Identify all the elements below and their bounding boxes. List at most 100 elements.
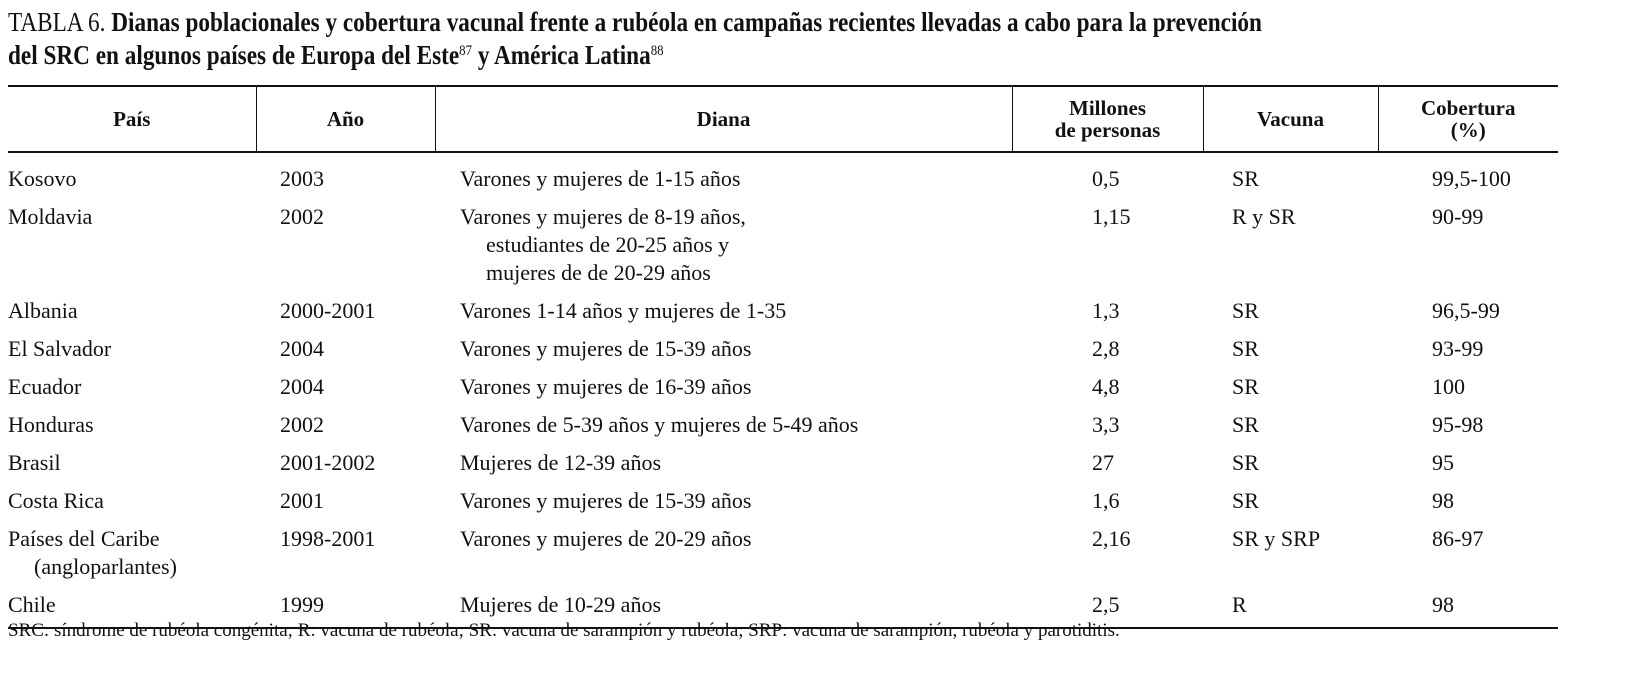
cell-millones: 2,5 [1092,592,1120,617]
cell-diana-line: Varones 1-14 años y mujeres de 1-35 [460,298,787,323]
cell-pais-line: Brasil [8,450,61,475]
cell-pais: Moldavia [8,193,256,287]
cell-pais: Costa Rica [8,477,256,515]
cell-pais-line: Países del Caribe [8,526,160,551]
cell-diana: Varones de 5-39 años y mujeres de 5-49 a… [435,401,1012,439]
cell-pais: Honduras [8,401,256,439]
cell-diana-line: Varones de 5-39 años y mujeres de 5-49 a… [460,412,859,437]
cell-pais: El Salvador [8,325,256,363]
cell-pais-line: Moldavia [8,204,93,229]
cell-pais: Kosovo [8,152,256,193]
cell-vacuna: SR [1232,488,1259,513]
cell-ano: 2001-2002 [280,450,376,475]
cell-vacuna: SR [1232,450,1259,475]
table-row: Honduras 2002 Varones de 5-39 años y mujer… [8,401,1558,439]
table-row: Moldavia 2002 Varones y mujeres de 8-19 añ… [8,193,1558,287]
cell-cobertura: 100 [1432,374,1465,399]
cell-vacuna: R [1232,592,1247,617]
cell-diana: Mujeres de 12-39 años [435,439,1012,477]
table-label: TABLA 6. [8,7,106,37]
cell-millones: 1,15 [1092,204,1131,229]
cell-cobertura: 90-99 [1432,204,1484,229]
header-cobertura: Cobertura (%) [1377,86,1558,152]
cell-vacuna: SR [1232,166,1259,191]
header-diana: Diana [434,86,1012,152]
cell-pais-line: Honduras [8,412,94,437]
cell-ano: 2003 [280,166,324,191]
cell-cobertura: 95-98 [1432,412,1484,437]
footnote: SRC: síndrome de rubéola congénita; R: v… [8,620,1120,641]
cell-millones: 2,8 [1092,336,1120,361]
cell-ano: 2001 [280,488,324,513]
cell-vacuna: SR [1232,374,1259,399]
cell-diana-line: Varones y mujeres de 1-15 años [460,166,741,191]
header-cobertura-line1: Cobertura [1421,96,1516,120]
cell-pais: Ecuador [8,363,256,401]
cell-millones: 2,16 [1092,526,1131,551]
cell-millones: 1,6 [1092,488,1120,513]
cell-diana: Varones y mujeres de 16-39 años [435,363,1012,401]
cell-diana-line: Varones y mujeres de 15-39 años [460,336,752,361]
cell-vacuna: SR y SRP [1232,526,1321,551]
cell-vacuna: R y SR [1232,204,1296,229]
cell-ano: 2002 [280,204,324,229]
data-table: País Año Diana Millones de personas Vacun… [8,85,1558,629]
cell-diana-line: Varones y mujeres de 8-19 años, [460,204,746,229]
cell-diana: Varones y mujeres de 15-39 años [435,477,1012,515]
table-row: Ecuador 2004 Varones y mujeres de 16-39 añ… [8,363,1558,401]
cell-millones: 0,5 [1092,166,1120,191]
cell-vacuna: SR [1232,412,1259,437]
title-text-line2b: y América Latina [472,40,651,70]
cell-millones: 1,3 [1092,298,1120,323]
header-cobertura-line2: (%) [1450,118,1486,142]
cell-ano: 2000-2001 [280,298,376,323]
cell-pais-line: Chile [8,592,56,617]
cell-vacuna: SR [1232,298,1259,323]
cell-diana-line: estudiantes de 20-25 años y [486,232,730,257]
cell-cobertura: 98 [1432,592,1454,617]
cell-diana-line: Mujeres de 10-29 años [460,592,662,617]
cell-ano: 2004 [280,336,324,361]
cell-millones: 27 [1092,450,1114,475]
cell-diana: Varones y mujeres de 1-15 años [435,152,1012,193]
cell-diana: Mujeres de 10-29 años [435,581,1012,628]
cell-cobertura: 95 [1432,450,1454,475]
header-vacuna: Vacuna [1202,86,1378,152]
cell-cobertura: 99,5-100 [1432,166,1511,191]
cell-cobertura: 96,5-99 [1432,298,1500,323]
cell-diana-line: Mujeres de 12-39 años [460,450,662,475]
reference-87: 87 [459,43,473,59]
cell-millones: 3,3 [1092,412,1120,437]
cell-pais-line: (angloparlantes) [34,554,177,579]
cell-pais: Chile [8,581,256,628]
header-millones: Millones de personas [1011,86,1203,152]
table-row: Chile 1999 Mujeres de 10-29 años 2,5 R 98 [8,581,1558,628]
table-row: Albania 2000-2001 Varones 1-14 años y muje… [8,287,1558,325]
cell-diana-line: Varones y mujeres de 20-29 años [460,526,752,551]
cell-diana-line: mujeres de de 20-29 años [486,260,711,285]
cell-pais-line: Costa Rica [8,488,104,513]
cell-diana: Varones y mujeres de 20-29 años [435,515,1012,581]
cell-pais: Albania [8,287,256,325]
cell-vacuna: SR [1232,336,1259,361]
reference-88: 88 [650,43,664,59]
cell-pais-line: Ecuador [8,374,82,399]
cell-pais-line: Albania [8,298,78,323]
cell-diana: Varones y mujeres de 15-39 años [435,325,1012,363]
cell-cobertura: 93-99 [1432,336,1484,361]
cell-pais: Países del Caribe (angloparlantes) [8,515,256,581]
cell-cobertura: 86-97 [1432,526,1484,551]
header-millones-line1: Millones [1069,96,1146,120]
cell-ano: 2004 [280,374,324,399]
cell-diana: Varones 1-14 años y mujeres de 1-35 [435,287,1012,325]
cell-ano: 1999 [280,592,324,617]
title-text-line2a: del SRC en algunos países de Europa del … [8,40,460,70]
header-millones-line2: de personas [1054,118,1161,142]
cell-millones: 4,8 [1092,374,1120,399]
table-row: Países del Caribe (angloparlantes) 1998-20… [8,515,1558,581]
header-ano: Año [255,86,435,152]
cell-diana-line: Varones y mujeres de 15-39 años [460,488,752,513]
header-row: País Año Diana Millones de personas Vacun… [8,86,1558,152]
cell-pais-line: El Salvador [8,336,112,361]
cell-pais: Brasil [8,439,256,477]
